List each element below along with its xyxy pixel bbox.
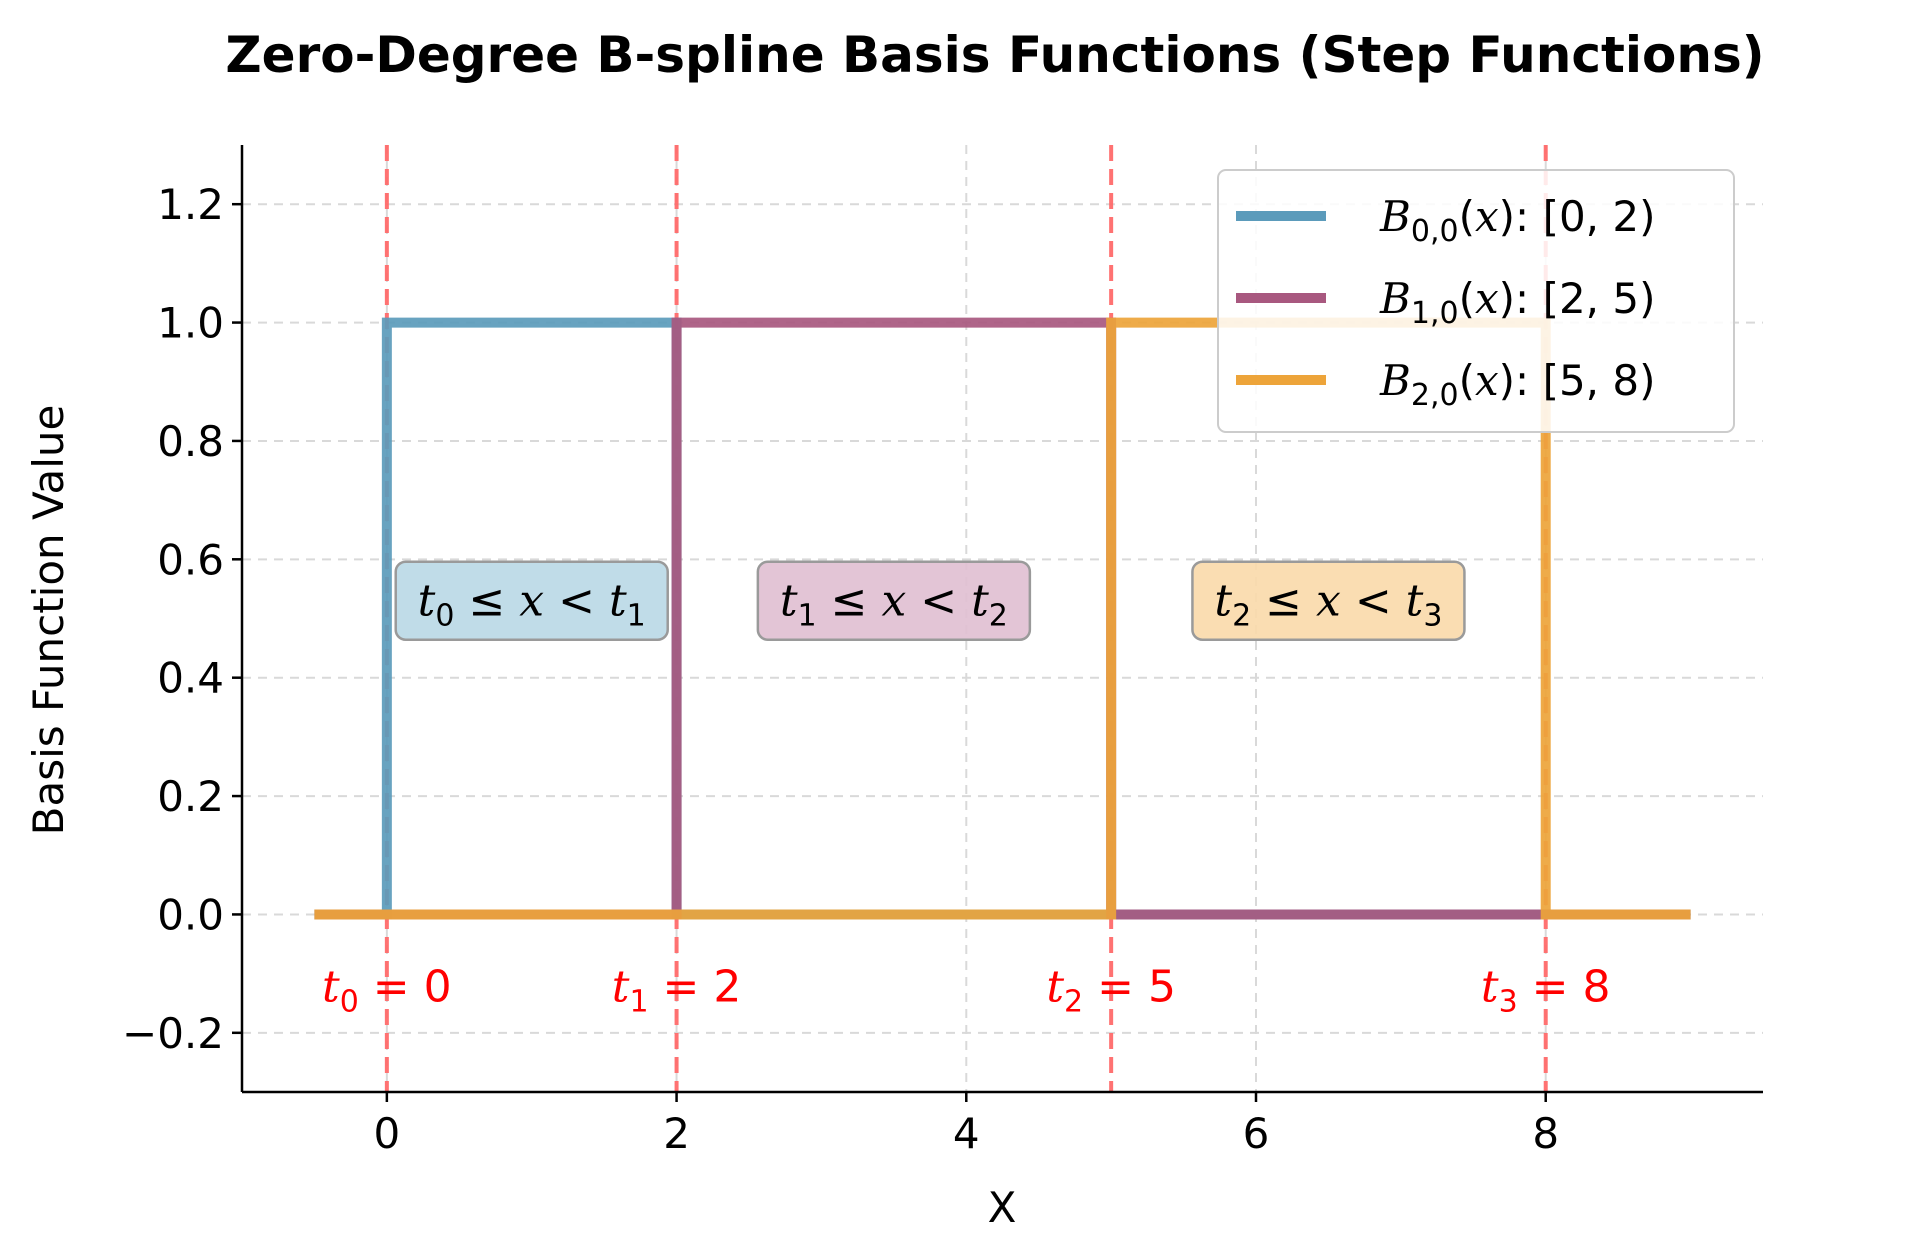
knot-labels: t0 = 0 t1 = 2 t2 = 5 t3 = 8 [322, 961, 1610, 1019]
region-sub-b: 3 [1423, 599, 1442, 634]
region-annotations: t0 ≤ x < t1 t1 ≤ x < t2 t2 ≤ x < t3 [394, 560, 1466, 641]
y-tick-label: 0.0 [157, 890, 224, 939]
region-sub-a: 1 [798, 599, 817, 634]
legend-sub: 2,0 [1411, 378, 1459, 413]
knot-label-3: t3 = 8 [1481, 961, 1611, 1019]
legend-range: [5, 8) [1543, 356, 1656, 405]
x-tick-label: 0 [373, 1109, 400, 1158]
ticks: 0 2 4 6 8 −0.2 0.0 0.2 0.4 0.6 0.8 1.0 1.2 [122, 180, 1559, 1158]
y-tick-label: 0.6 [157, 535, 224, 584]
legend-range: [2, 5) [1543, 274, 1656, 323]
legend-box [1217, 169, 1735, 433]
region-box-2 [1191, 560, 1466, 641]
x-tick-label: 6 [1243, 1109, 1270, 1158]
knot-label-0: t0 = 0 [322, 961, 452, 1019]
region-box-0 [394, 560, 669, 641]
knot-value: 0 [424, 961, 452, 1012]
region-sub-a: 0 [435, 599, 454, 634]
x-tick-label: 2 [663, 1109, 690, 1158]
legend-label-0: B0,0(x): [0, 2) [1379, 192, 1655, 249]
knot-value: 8 [1583, 961, 1611, 1012]
legend-sub: 1,0 [1411, 296, 1459, 331]
region-label-2: t2 ≤ x < t3 [1214, 576, 1442, 634]
knot-sub: 3 [1499, 984, 1518, 1019]
x-tick-label: 8 [1532, 1109, 1559, 1158]
axes [240, 145, 1763, 1094]
legend: B0,0(x): [0, 2) B1,0(x): [2, 5) B2,0(x): [… [1217, 169, 1735, 433]
y-tick-label: 0.8 [157, 417, 224, 466]
region-label-0: t0 ≤ x < t1 [418, 576, 646, 634]
x-tick-label: 4 [953, 1109, 980, 1158]
legend-sub: 0,0 [1411, 214, 1459, 249]
y-tick-label: 1.0 [157, 299, 224, 348]
knot-sub: 2 [1064, 984, 1083, 1019]
region-sub-b: 2 [989, 599, 1008, 634]
region-label-1: t1 ≤ x < t2 [780, 576, 1008, 634]
knot-sub: 0 [340, 984, 359, 1019]
legend-label-2: B2,0(x): [5, 8) [1379, 356, 1655, 413]
region-sub-a: 2 [1232, 599, 1251, 634]
y-axis-label: Basis Function Value [24, 405, 73, 836]
y-tick-label: −0.2 [122, 1009, 224, 1058]
legend-range: [0, 2) [1543, 192, 1656, 241]
knot-value: 5 [1148, 961, 1176, 1012]
knot-label-2: t2 = 5 [1046, 961, 1176, 1019]
x-axis-label: X [988, 1183, 1017, 1232]
y-tick-label: 1.2 [157, 180, 224, 229]
chart-title: Zero-Degree B-spline Basis Functions (St… [225, 26, 1764, 84]
region-sub-b: 1 [627, 599, 646, 634]
legend-label-1: B1,0(x): [2, 5) [1379, 274, 1655, 331]
y-tick-label: 0.4 [157, 654, 224, 703]
knot-sub: 1 [629, 984, 648, 1019]
knot-label-1: t1 = 2 [612, 961, 742, 1019]
knot-value: 2 [713, 961, 741, 1012]
y-tick-label: 0.2 [157, 772, 224, 821]
region-box-1 [756, 560, 1032, 641]
